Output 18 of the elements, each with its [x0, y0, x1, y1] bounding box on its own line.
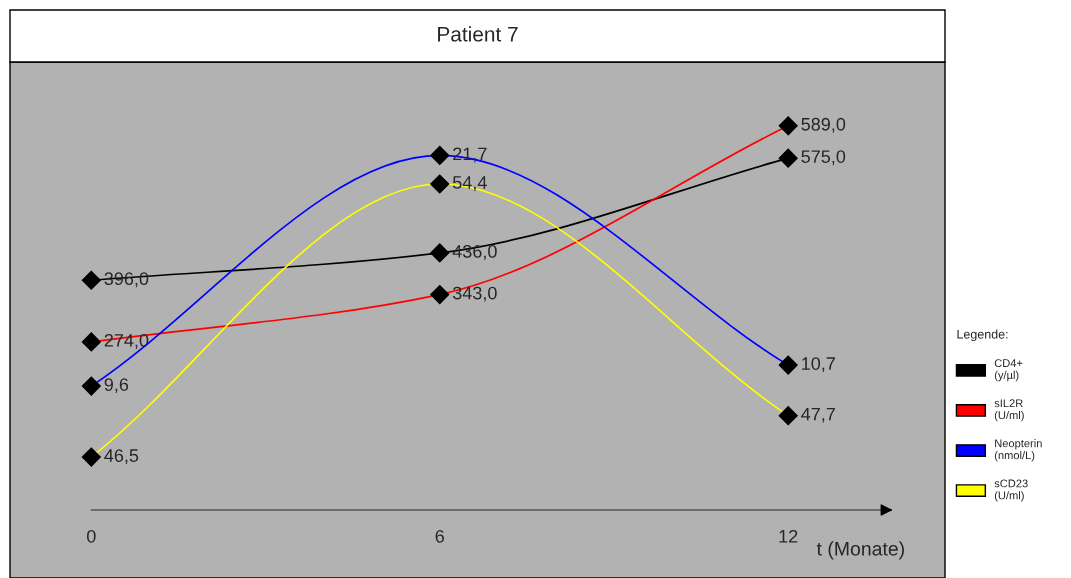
text: sCD23 (U/ml): [994, 479, 1028, 502]
x-tick-label: 0: [86, 529, 96, 543]
data-label: 436,0: [452, 244, 497, 260]
chart-title: Patient 7: [438, 26, 518, 42]
x-axis-title: t (Monate): [816, 541, 904, 560]
data-label: 343,0: [452, 286, 497, 302]
text: Neopterin (nmol/L): [994, 439, 1042, 462]
text: sIL2R (U/ml): [994, 399, 1024, 422]
x-tick-label: 12: [779, 529, 798, 543]
data-label: 589,0: [801, 117, 846, 133]
legend-title: Legende:: [957, 329, 1008, 342]
x-tick-label: 6: [435, 529, 444, 543]
data-label: 47,7: [801, 407, 835, 423]
data-label: 10,7: [802, 357, 835, 373]
legend-label: CD4+ (y/µl): [994, 359, 1023, 382]
data-label: 46,5: [104, 449, 139, 465]
data-label: 9,6: [104, 378, 129, 394]
data-label: 575,0: [801, 150, 846, 166]
